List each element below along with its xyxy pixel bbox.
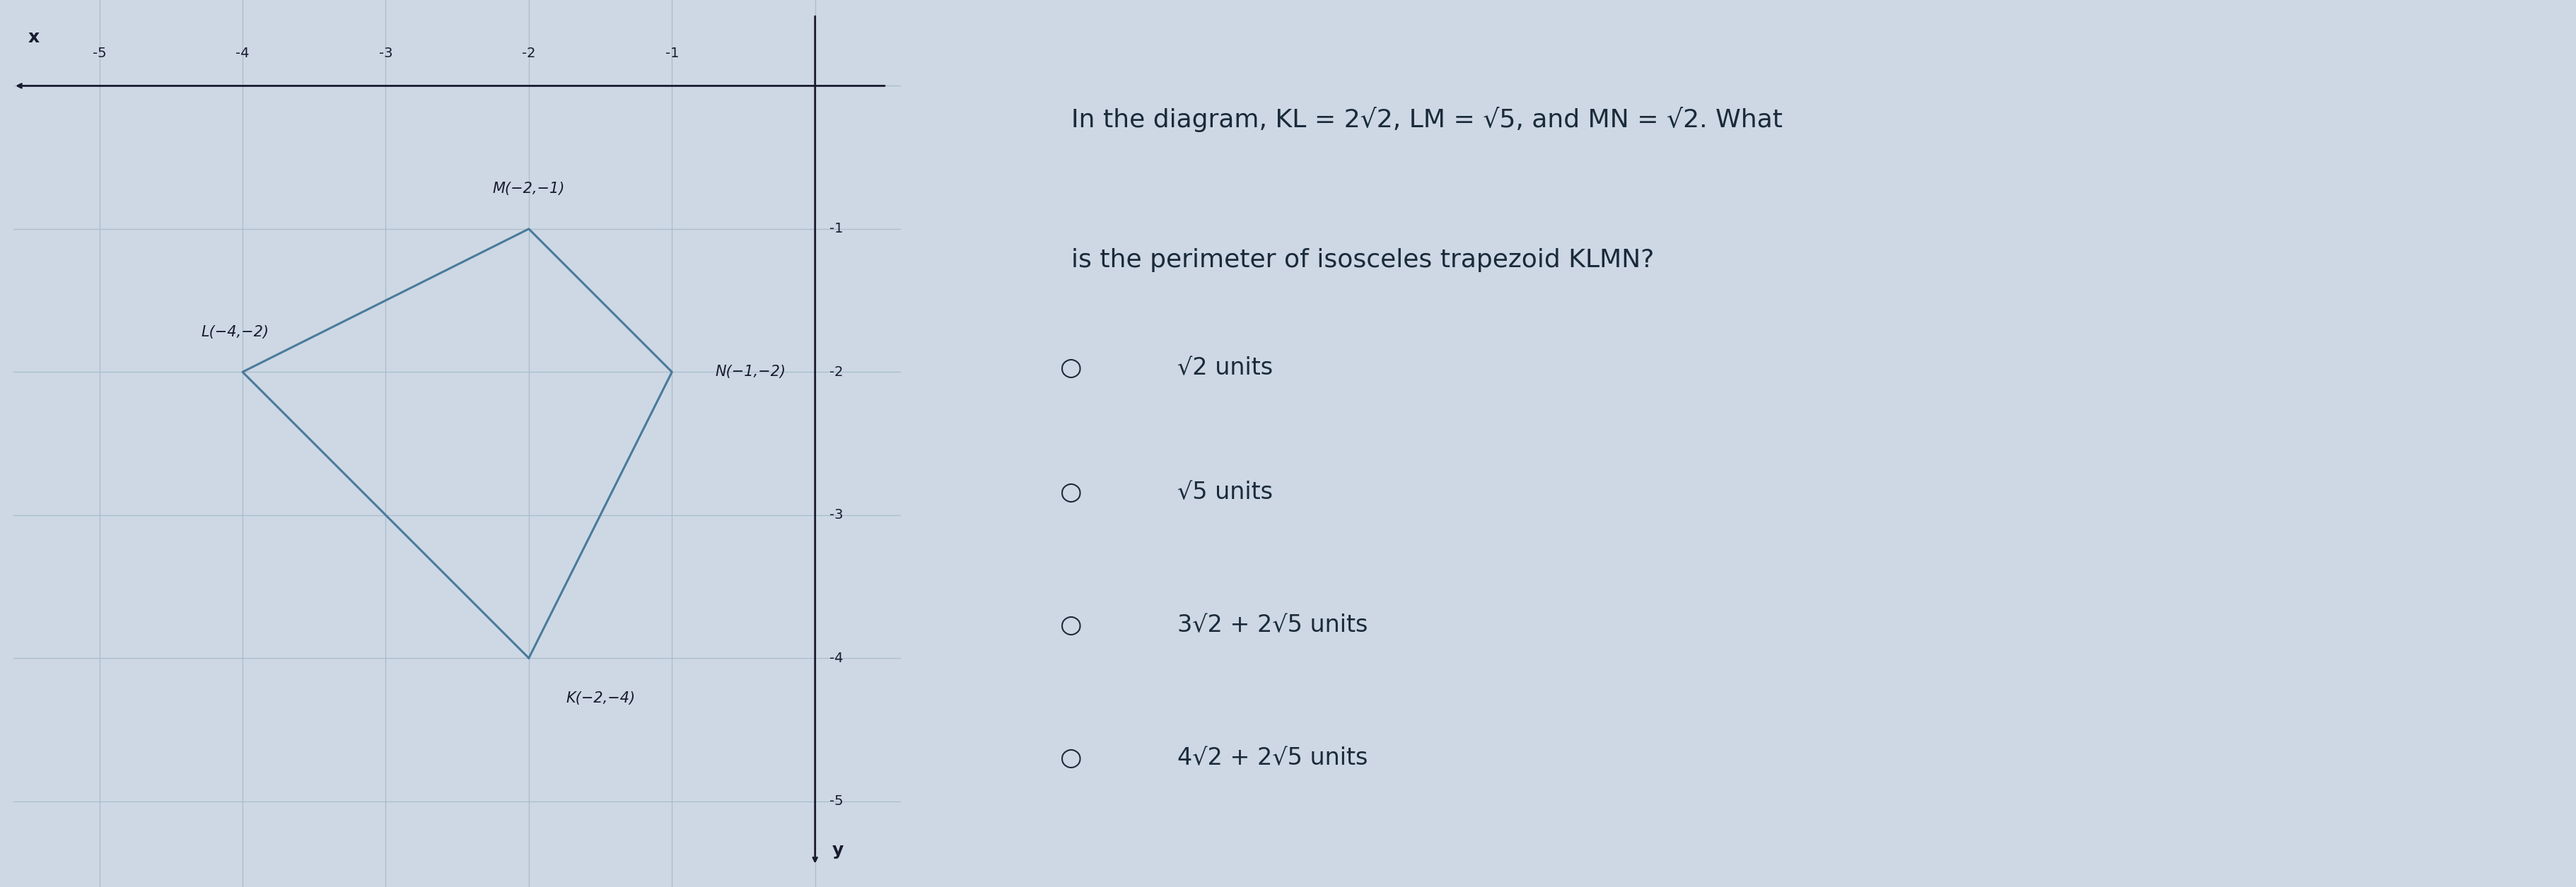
Text: -3: -3 xyxy=(379,47,392,60)
Text: is the perimeter of isosceles trapezoid KLMN?: is the perimeter of isosceles trapezoid … xyxy=(1072,248,1654,272)
Text: 4√2 + 2√5 units: 4√2 + 2√5 units xyxy=(1177,747,1368,770)
Text: -3: -3 xyxy=(829,508,842,522)
Text: M(−2,−1): M(−2,−1) xyxy=(492,182,564,196)
Text: N(−1,−2): N(−1,−2) xyxy=(716,365,786,379)
Text: x: x xyxy=(28,28,39,46)
Text: ○: ○ xyxy=(1059,480,1082,505)
Text: ○: ○ xyxy=(1059,746,1082,771)
Text: 3√2 + 2√5 units: 3√2 + 2√5 units xyxy=(1177,614,1368,637)
Text: -1: -1 xyxy=(829,222,842,236)
Text: -4: -4 xyxy=(234,47,250,60)
Text: In the diagram, KL = 2√2, LM = √5, and MN = √2. What: In the diagram, KL = 2√2, LM = √5, and M… xyxy=(1072,106,1783,132)
Text: -1: -1 xyxy=(665,47,680,60)
Text: -2: -2 xyxy=(523,47,536,60)
Text: -5: -5 xyxy=(829,795,842,808)
Text: y: y xyxy=(832,842,845,859)
Text: -5: -5 xyxy=(93,47,106,60)
Text: -2: -2 xyxy=(829,365,842,379)
Text: K(−2,−4): K(−2,−4) xyxy=(567,691,636,705)
Text: -4: -4 xyxy=(829,651,842,665)
Text: √2 units: √2 units xyxy=(1177,357,1273,380)
Text: L(−4,−2): L(−4,−2) xyxy=(201,325,270,339)
Text: ○: ○ xyxy=(1059,356,1082,381)
Text: ○: ○ xyxy=(1059,613,1082,638)
Text: √5 units: √5 units xyxy=(1177,481,1273,504)
